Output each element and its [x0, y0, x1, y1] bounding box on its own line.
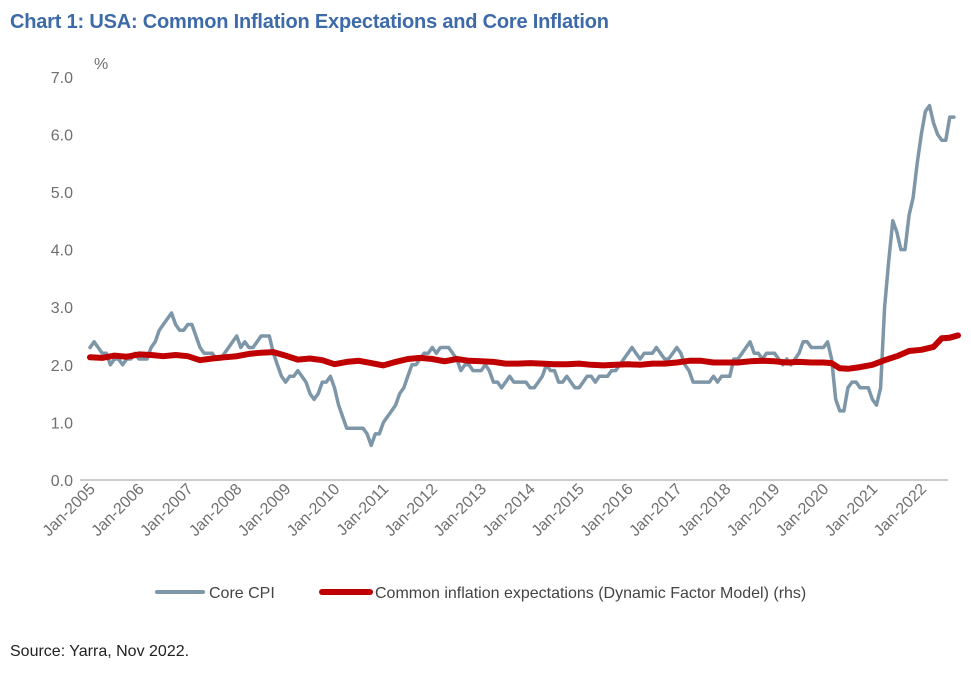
y-tick-labels: 0.0 1.0 2.0 3.0 4.0 5.0 6.0 7.0 [51, 70, 73, 490]
x-tick-label: Jan-2018 [675, 481, 734, 540]
y-tick-label: 1.0 [51, 415, 73, 432]
y-tick-label: 4.0 [51, 243, 73, 260]
x-tick-label: Jan-2021 [822, 481, 881, 540]
x-tick-label: Jan-2020 [773, 481, 832, 540]
legend: Core CPI Common inflation expectations (D… [155, 585, 806, 602]
x-tick-label: Jan-2017 [626, 481, 685, 540]
legend-core-cpi-label: Core CPI [209, 585, 275, 602]
y-unit-label: % [94, 56, 108, 73]
x-tick-label: Jan-2019 [724, 481, 783, 540]
y-tick-label: 2.0 [51, 358, 73, 375]
x-tick-label: Jan-2010 [284, 481, 343, 540]
x-tick-label: Jan-2006 [89, 481, 148, 540]
x-tick-label: Jan-2013 [431, 481, 490, 540]
series-layer [87, 103, 961, 448]
source-note: Source: Yarra, Nov 2022. [10, 643, 190, 660]
x-tick-label: Jan-2012 [382, 481, 441, 540]
expectations-line [87, 332, 961, 372]
x-tick-label: Jan-2016 [578, 481, 637, 540]
x-tick-label: Jan-2015 [529, 481, 588, 540]
y-tick-label: 0.0 [51, 473, 73, 490]
y-tick-label: 5.0 [51, 185, 73, 202]
x-tick-label: Jan-2022 [871, 481, 930, 540]
x-tick-label: Jan-2008 [186, 481, 245, 540]
core-cpi-line [88, 103, 956, 448]
y-tick-label: 6.0 [51, 127, 73, 144]
x-tick-label: Jan-2007 [137, 481, 196, 540]
y-tick-label: 3.0 [51, 300, 73, 317]
x-tick-label: Jan-2014 [480, 481, 539, 540]
x-tick-labels: Jan-2005Jan-2006Jan-2007Jan-2008Jan-2009… [40, 481, 931, 540]
x-tick-label: Jan-2009 [235, 481, 294, 540]
chart-title: Chart 1: USA: Common Inflation Expectati… [10, 11, 609, 33]
legend-expectations-label: Common inflation expectations (Dynamic F… [375, 585, 806, 602]
y-tick-label: 7.0 [51, 70, 73, 87]
